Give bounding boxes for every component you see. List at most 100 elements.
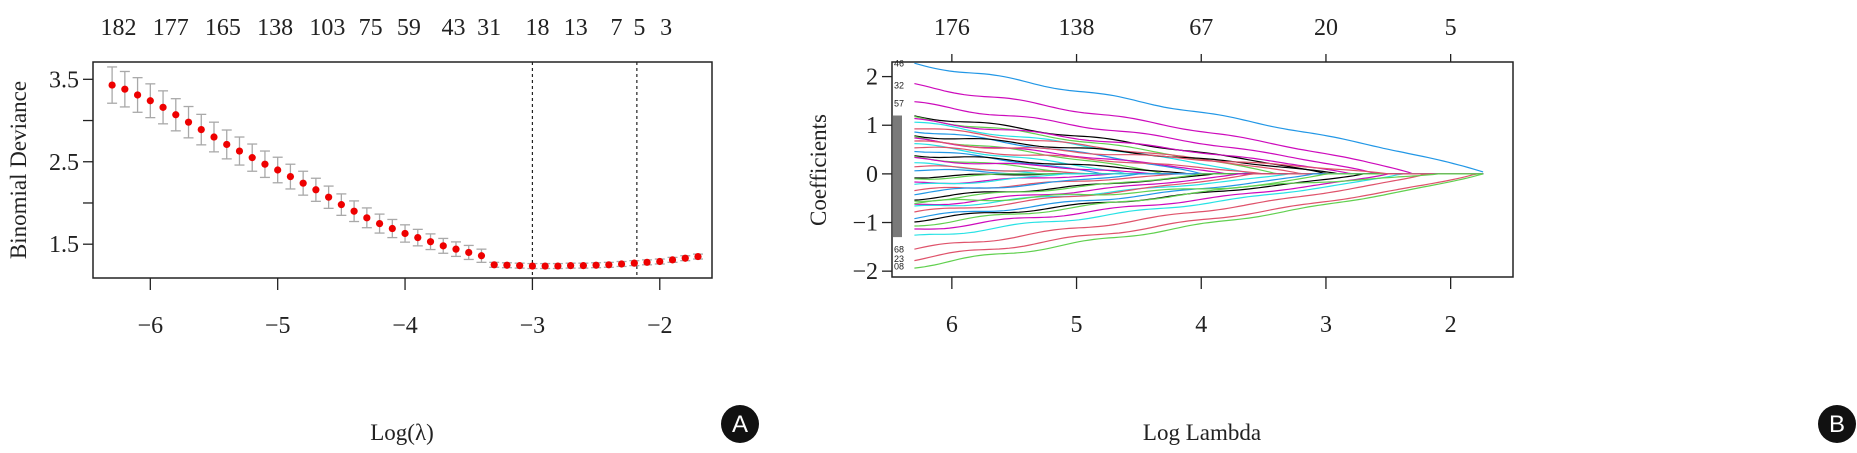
- coefficient-path-line: [914, 115, 1484, 175]
- coefficient-path-line: [914, 140, 1484, 175]
- deviance-point: [426, 238, 435, 246]
- panel-b-ylabel: Coefficients: [806, 114, 831, 226]
- deviance-point: [108, 81, 116, 89]
- coefficient-path-line: [914, 115, 1484, 175]
- deviance-point: [503, 261, 511, 269]
- panel-b-plot-frame: [891, 61, 1514, 278]
- deviance-point: [414, 234, 422, 242]
- panel-b-xtick-label: 5: [1071, 312, 1083, 338]
- panel-a-badge-label: A: [732, 411, 748, 438]
- deviance-point: [223, 140, 231, 149]
- deviance-point: [681, 254, 689, 262]
- deviance-point: [133, 91, 142, 99]
- panel-b-top-axis-label: 20: [1314, 15, 1338, 41]
- deviance-point: [312, 186, 320, 194]
- deviance-point: [605, 261, 613, 269]
- panel-a-xlabel: Log(λ): [370, 420, 434, 445]
- deviance-point: [554, 262, 562, 270]
- panel-b-xtick-label: 6: [946, 312, 958, 338]
- panel-a-ytick-label: 2.5: [49, 150, 79, 176]
- panel-a-xtick-label: −3: [520, 313, 546, 339]
- deviance-point: [630, 259, 638, 267]
- deviance-point: [694, 252, 702, 261]
- coefficient-path-label: 32: [894, 80, 904, 90]
- panel-a-badge: [721, 405, 759, 443]
- deviance-point: [248, 154, 256, 162]
- deviance-point: [261, 160, 269, 168]
- panel-b-badge: [1818, 405, 1856, 443]
- panel-a-ytick-label: 1.5: [49, 232, 79, 258]
- deviance-point: [375, 219, 384, 228]
- panel-a-top-axis-label: 75: [359, 15, 383, 41]
- deviance-point: [274, 166, 282, 174]
- panel-a-top-axis-label: 138: [257, 15, 293, 41]
- deviance-point: [299, 179, 307, 187]
- panel-b-top-axis-label: 138: [1059, 15, 1095, 41]
- deviance-point: [617, 260, 626, 268]
- deviance-point: [337, 201, 345, 209]
- panel-a-top-axis-label: 177: [153, 15, 189, 41]
- deviance-point: [579, 262, 587, 270]
- deviance-point: [541, 262, 549, 270]
- panel-a-top-axis-label: 13: [564, 15, 588, 41]
- deviance-point: [121, 85, 129, 93]
- panel-a-cv-deviance: −6 −5 −4 −3 −2 1.5 2.5 3.5 182 177 165 138 103 75 59 43…: [49, 15, 713, 339]
- deviance-point: [172, 111, 180, 119]
- panel-a-xtick-label: −2: [647, 313, 673, 339]
- panel-a-xtick-label: −6: [138, 313, 164, 339]
- panel-a-top-axis-label: 103: [309, 15, 345, 41]
- panel-b-top-axis-label: 67: [1189, 15, 1213, 41]
- panel-a-top-axis-label: 3: [660, 15, 672, 41]
- panel-a-top-axis-label: 7: [610, 15, 622, 41]
- deviance-point: [668, 256, 677, 264]
- deviance-point: [465, 248, 473, 257]
- coefficient-path-line: [914, 173, 1484, 236]
- panel-a-ylabel: Binomial Deviance: [6, 81, 31, 259]
- panel-a-xtick-label: −5: [265, 313, 291, 339]
- deviance-point: [363, 214, 371, 222]
- deviance-point: [567, 262, 575, 270]
- panel-a-top-axis-label: 165: [205, 15, 241, 41]
- deviance-point: [592, 261, 600, 269]
- coefficient-path-label: 08: [894, 261, 904, 271]
- panel-b-ytick-label: 1: [866, 113, 878, 139]
- panel-a-top-axis-label: 5: [633, 15, 645, 41]
- panel-a-xtick-label: −4: [392, 313, 418, 339]
- crowded-coefficient-labels: [893, 115, 902, 238]
- panel-b-ytick-label: 0: [866, 162, 878, 188]
- deviance-point: [528, 262, 537, 270]
- deviance-point: [197, 126, 205, 134]
- panel-a-top-axis-label: 43: [441, 15, 465, 41]
- deviance-point: [235, 147, 244, 155]
- panel-b-ytick-label: 2: [866, 65, 878, 91]
- coefficient-path-line: [914, 173, 1484, 262]
- deviance-point: [401, 229, 409, 238]
- coefficient-path-line: [914, 173, 1484, 269]
- panel-a-top-axis-label: 31: [477, 15, 501, 41]
- coefficient-path-line: [914, 83, 1484, 175]
- coefficient-path-label: 46: [894, 58, 904, 68]
- panel-b-ytick-label: −2: [852, 259, 878, 285]
- deviance-point: [439, 242, 447, 250]
- deviance-point: [146, 97, 154, 105]
- deviance-point: [286, 172, 295, 181]
- panel-b-ytick-label: −1: [852, 211, 878, 237]
- coefficient-path-line: [914, 117, 1484, 175]
- deviance-point: [477, 252, 486, 260]
- deviance-point: [490, 261, 498, 269]
- panel-a-top-axis-label: 18: [526, 15, 550, 41]
- panel-b-xtick-label: 4: [1195, 312, 1207, 338]
- panel-b-badge-label: B: [1829, 411, 1845, 438]
- panel-b-top-axis-label: 5: [1445, 15, 1457, 41]
- deviance-point: [350, 207, 358, 215]
- deviance-point: [210, 133, 218, 141]
- coefficient-path-line: [914, 173, 1484, 205]
- panel-b-top-axis-label: 176: [934, 15, 970, 41]
- coefficient-path-label: 23: [894, 254, 904, 264]
- coefficient-path-line: [914, 173, 1484, 250]
- coefficient-path-label: 68: [894, 244, 904, 254]
- panel-a-top-axis-label: 59: [397, 15, 421, 41]
- deviance-point: [516, 262, 524, 270]
